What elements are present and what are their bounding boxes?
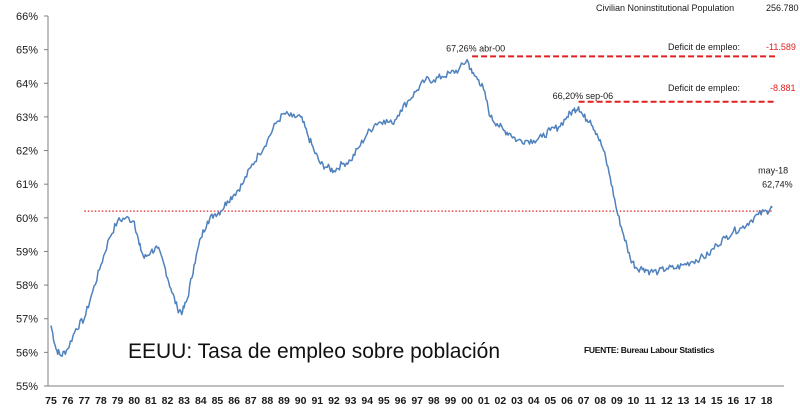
x-tick-label: 91 [311,395,323,407]
x-tick-label: 10 [628,395,640,407]
reference-lines [84,55,775,212]
x-tick-label: 06 [561,395,573,407]
deficit-2-label: Deficit de empleo: [668,83,740,93]
x-tick-label: 86 [228,395,240,407]
x-tick-label: 13 [678,395,690,407]
y-tick-label: 57% [16,314,38,326]
x-tick-label: 87 [245,395,257,407]
x-tick-label: 15 [711,395,723,407]
x-tick-label: 07 [578,395,590,407]
x-tick-label: 75 [45,395,57,407]
population-label: Civilian Noninstitutional Population [596,3,734,13]
y-tick-labels: 55% 56% 57% 58% 59% 60% 61% 62% 63% 64% 65% 66% [16,11,48,393]
chart-source: FUENTE: Bureau Labour Statistics [584,345,715,355]
x-tick-label: 82 [162,395,174,407]
peak-label: 67,26% abr-00 [446,44,505,54]
x-tick-label: 14 [694,395,706,407]
x-tick-label: 16 [728,395,740,407]
x-tick-label: 80 [128,395,140,407]
x-tick-label: 78 [95,395,107,407]
series-line [50,58,773,357]
x-tick-label: 93 [345,395,357,407]
deficit-2-value: -8.881 [770,83,796,93]
x-tick-label: 85 [212,395,224,407]
deficit-1-value: -11.589 [766,42,796,52]
end-label-value: 62,74% [762,180,793,190]
y-tick-label: 59% [16,246,38,258]
x-tick-label: 00 [461,395,473,407]
x-tick-label: 89 [278,395,290,407]
x-tick-label: 05 [544,395,556,407]
x-tick-label: 95 [378,395,390,407]
x-tick-label: 83 [178,395,190,407]
point-labels: 67,26% abr-00 66,20% sep-06 may-18 62,74% [446,44,793,190]
x-tick-label: 98 [428,395,440,407]
x-tick-label: 92 [328,395,340,407]
y-tick-label: 58% [16,280,38,292]
x-tick-labels: 75 76 77 78 79 80 81 82 83 84 85 86 87 88 89 90 91 92 93 94… [45,395,773,407]
population-value: 256.780 [766,3,799,13]
y-tick-label: 56% [16,347,38,359]
x-tick-label: 94 [361,395,373,407]
series-layer [50,58,773,357]
x-tick-label: 03 [511,395,523,407]
x-tick-label: 76 [62,395,74,407]
y-tick-label: 63% [16,112,38,124]
end-label-date: may-18 [758,166,788,176]
y-tick-label: 65% [16,45,38,57]
y-tick-label: 62% [16,146,38,158]
x-tick-label: 01 [478,395,490,407]
x-tick-label: 84 [195,395,207,407]
deficit-1-label: Deficit de empleo: [668,42,740,52]
x-tick-label: 88 [262,395,274,407]
x-tick-label: 77 [78,395,90,407]
x-tick-label: 90 [295,395,307,407]
peak-label: 66,20% sep-06 [553,91,614,101]
x-tick-label: 02 [495,395,507,407]
y-tick-label: 55% [16,381,38,393]
x-tick-label: 12 [661,395,673,407]
x-tick-label: 08 [594,395,606,407]
x-tick-label: 18 [761,395,773,407]
x-tick-label: 04 [528,395,540,407]
x-tick-label: 99 [445,395,457,407]
x-tick-label: 81 [145,395,157,407]
chart-title: EEUU: Tasa de empleo sobre población [128,340,500,363]
y-tick-label: 64% [16,78,38,90]
x-tick-label: 96 [395,395,407,407]
x-tick-label: 11 [645,395,656,407]
x-tick-label: 17 [744,395,756,407]
x-tick-label: 09 [611,395,623,407]
y-tick-label: 61% [16,179,38,191]
x-tick-label: 97 [411,395,423,407]
y-tick-label: 66% [16,11,38,23]
x-tick-label: 79 [112,395,124,407]
y-tick-label: 60% [16,213,38,225]
